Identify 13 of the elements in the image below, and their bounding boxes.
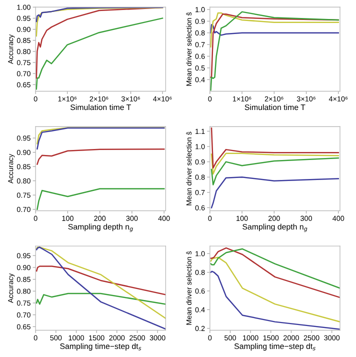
line-series <box>210 12 339 48</box>
line-series <box>36 7 164 79</box>
line-series <box>210 152 339 175</box>
line-series <box>210 248 340 289</box>
line-series <box>210 256 340 322</box>
line-series <box>210 24 339 36</box>
line-series <box>210 157 339 186</box>
line-series <box>36 18 164 90</box>
line-series <box>36 7 164 22</box>
line-series <box>36 266 166 296</box>
line-series <box>36 292 166 305</box>
line-series <box>36 148 165 165</box>
line-series <box>210 176 339 208</box>
